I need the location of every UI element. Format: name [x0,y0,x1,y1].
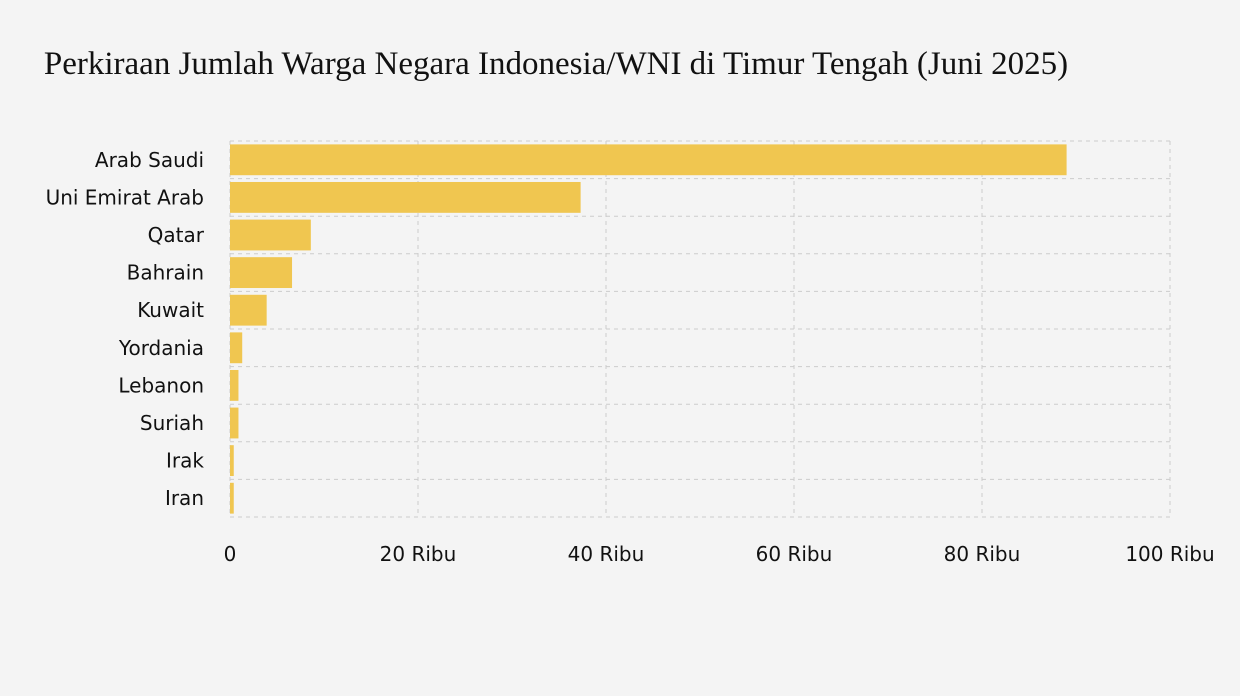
x-tick-labels: 0 20 Ribu 40 Ribu 60 Ribu 80 Ribu 100 Ribu [224,542,1215,566]
category-label: Bahrain [127,261,204,285]
category-label: Uni Emirat Arab [46,185,204,209]
bar [230,294,267,326]
category-label: Kuwait [137,298,204,322]
bar [230,332,243,364]
x-tick-label: 0 [224,542,237,566]
bar [230,257,293,289]
category-label: Iran [165,486,204,510]
bar [230,445,234,477]
category-labels: Arab Saudi Uni Emirat Arab Qatar Bahrain Kuw… [46,148,205,510]
x-tick-label: 80 Ribu [944,542,1021,566]
category-label: Qatar [148,223,205,247]
category-label: Lebanon [118,373,204,397]
bar [230,482,234,514]
bar [230,407,239,439]
bar [230,219,311,251]
x-tick-label: 20 Ribu [380,542,457,566]
bar-layer [230,144,1067,514]
chart-title: Perkiraan Jumlah Warga Negara Indonesia/… [43,46,1069,82]
x-tick-label: 60 Ribu [756,542,833,566]
category-label: Yordania [118,336,204,360]
category-label: Arab Saudi [95,148,204,172]
grid-layer [229,140,1171,518]
bar [230,144,1067,176]
category-label: Suriah [140,411,204,435]
x-tick-label: 40 Ribu [568,542,645,566]
bar [230,181,581,213]
x-tick-label: 100 Ribu [1125,542,1214,566]
bar [230,369,239,401]
category-label: Irak [166,449,204,473]
